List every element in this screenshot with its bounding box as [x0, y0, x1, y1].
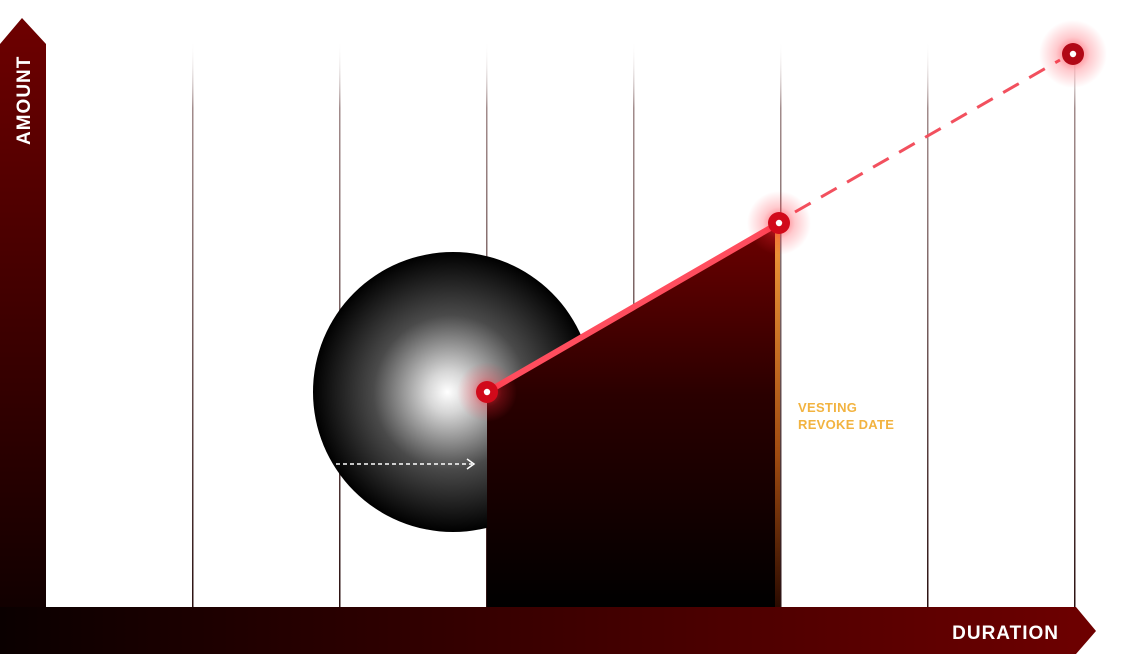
dashed-arrow: [336, 458, 476, 470]
node-end: [1039, 20, 1107, 88]
annotation-revoke-date: REVOKE DATE: [798, 417, 894, 432]
grid-line: [192, 40, 194, 608]
revoke-date-line: [775, 226, 780, 607]
vesting-line: [484, 220, 782, 395]
grid-line: [1074, 40, 1076, 608]
grid-line: [927, 40, 929, 608]
y-axis-label: AMOUNT: [14, 56, 35, 145]
annotation-vesting: VESTING: [798, 400, 857, 415]
vested-area: [487, 223, 779, 607]
node-revoke: [747, 191, 811, 255]
x-axis-label: DURATION: [952, 623, 1059, 644]
node-cliff: [457, 362, 517, 422]
grid-line: [780, 40, 782, 608]
projected-vesting-line: [794, 58, 1061, 214]
x-axis: [0, 607, 1096, 654]
